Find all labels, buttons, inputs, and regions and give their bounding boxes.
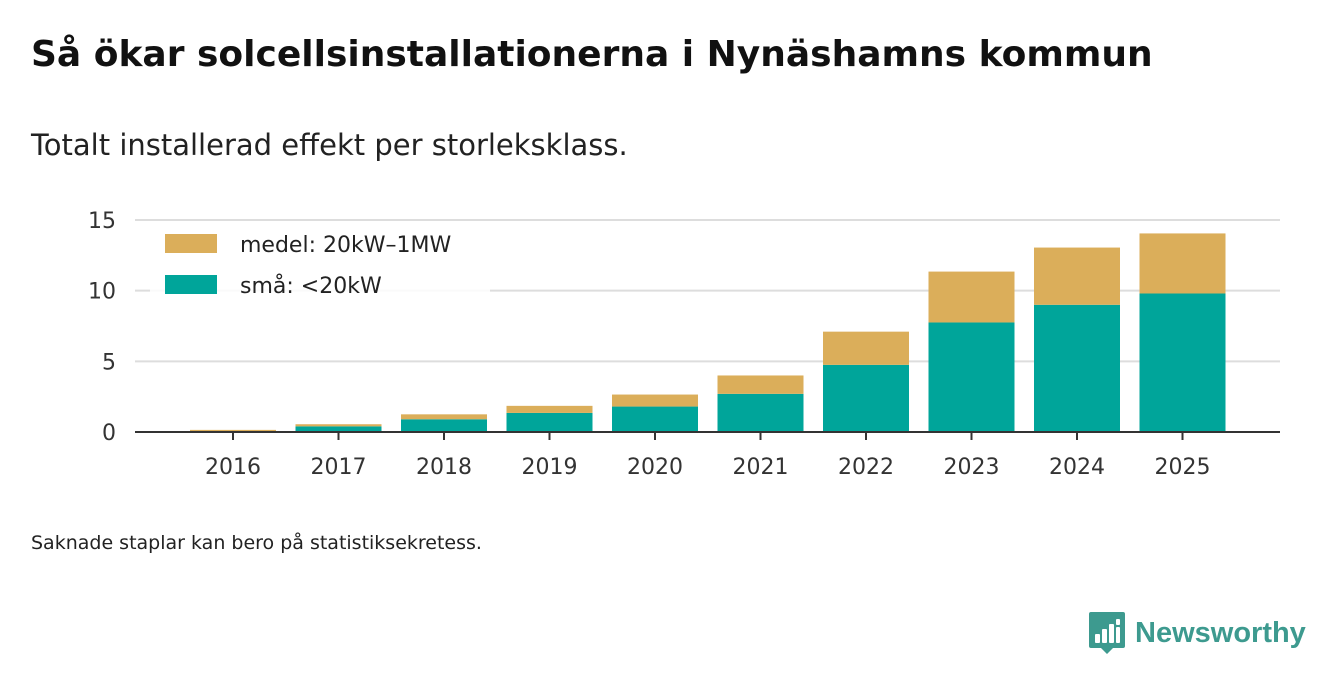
newsworthy-logo-icon — [1089, 612, 1125, 654]
bar-medel-2025 — [1139, 233, 1226, 294]
axis-layer: 0 5 10 15 2016 2017 2018 2019 2020 2021 2022 2023 20… — [88, 209, 1280, 480]
x-tick-label: 2019 — [522, 455, 578, 480]
bar-medel-2018 — [401, 414, 487, 420]
x-tick-label: 2024 — [1049, 455, 1105, 480]
bar-sma-2023 — [928, 322, 1015, 432]
legend-swatch — [165, 275, 217, 294]
legend-label: medel: 20kW–1MW — [240, 233, 451, 258]
x-tick-label: 2018 — [416, 455, 472, 480]
legend-label: små: <20kW — [240, 273, 382, 299]
bar-sma-2017 — [295, 426, 382, 432]
bar-sma-2025 — [1139, 293, 1226, 432]
x-tick-label: 2022 — [838, 455, 894, 480]
bars-layer — [190, 233, 1226, 432]
y-tick-label: 5 — [102, 350, 116, 375]
bar-sma-2021 — [717, 393, 804, 432]
bar-medel-2022 — [823, 331, 909, 365]
bar-medel-2023 — [928, 271, 1015, 323]
bar-sma-2022 — [823, 364, 909, 432]
footnote: Saknade staplar kan bero på statistiksek… — [31, 532, 482, 554]
legend: medel: 20kW–1MW små: <20kW — [150, 226, 490, 299]
bar-medel-2021 — [717, 375, 804, 394]
brand-logo[interactable]: Newsworthy — [1089, 612, 1306, 654]
y-tick-label: 0 — [102, 421, 116, 446]
bar-medel-2016 — [190, 429, 276, 432]
chart-subtitle: Totalt installerad effekt per storlekskl… — [31, 128, 628, 162]
y-tick-label: 10 — [88, 280, 116, 305]
bar-medel-2024 — [1034, 247, 1120, 305]
x-tick-label: 2020 — [627, 455, 683, 480]
bar-sma-2019 — [506, 412, 593, 432]
bar-medel-2017 — [295, 424, 382, 427]
x-tick-label: 2017 — [311, 455, 367, 480]
bar-sma-2020 — [612, 406, 698, 432]
chart-title: Så ökar solcellsinstallationerna i Nynäs… — [31, 34, 1153, 75]
legend-swatch — [165, 234, 217, 253]
x-tick-label: 2016 — [205, 455, 261, 480]
bar-medel-2019 — [506, 405, 593, 413]
x-tick-label: 2025 — [1155, 455, 1211, 480]
x-tick-label: 2021 — [733, 455, 789, 480]
x-tick-label: 2023 — [944, 455, 1000, 480]
bar-sma-2024 — [1034, 304, 1120, 432]
bar-sma-2018 — [401, 419, 487, 432]
bar-medel-2020 — [612, 394, 698, 407]
y-tick-label: 15 — [88, 209, 116, 234]
brand-name: Newsworthy — [1135, 616, 1306, 649]
